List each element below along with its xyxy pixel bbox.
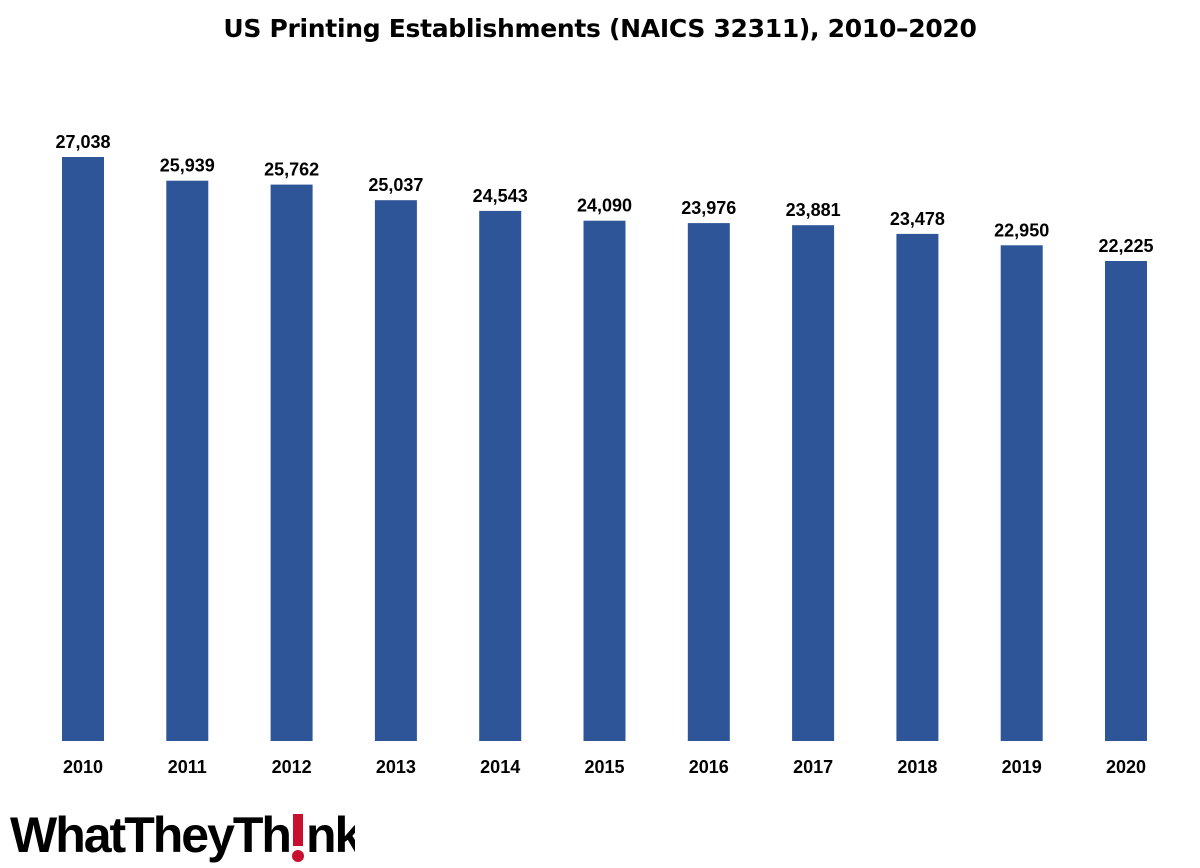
x-tick-label-2012: 2012 (272, 757, 312, 777)
value-label-2010: 27,038 (55, 132, 110, 152)
bar-2016 (687, 223, 730, 742)
x-axis-ticks: 2010 2011 2012 2013 2014 2015 2016 2017 2018 2019… (63, 757, 1146, 777)
x-tick-label-2016: 2016 (689, 757, 729, 777)
x-tick-label-2014: 2014 (480, 757, 520, 777)
value-label-2012: 25,762 (264, 160, 319, 180)
value-label-2017: 23,881 (786, 200, 841, 220)
value-label-2016: 23,976 (681, 198, 736, 218)
x-tick-label-2013: 2013 (376, 757, 416, 777)
x-tick-label-2018: 2018 (897, 757, 937, 777)
bar-2019 (1000, 245, 1043, 742)
x-tick-label-2015: 2015 (584, 757, 624, 777)
value-label-2013: 25,037 (368, 175, 423, 195)
x-tick-label-2010: 2010 (63, 757, 103, 777)
bar-2010 (62, 157, 104, 741)
value-label-2018: 23,478 (890, 209, 945, 229)
x-tick-label-2017: 2017 (793, 757, 833, 777)
logo-wordmark: WhatTheyTh nk (10, 807, 355, 863)
value-label-2019: 22,950 (994, 220, 1049, 240)
bar-chart: 27,038 25,939 25,762 25,037 24,543 24,090 23,9… (55, 132, 1153, 777)
whattheythink-logo: WhatTheyTh nk (10, 800, 355, 866)
bar-2011 (166, 180, 209, 741)
value-label-2011: 25,939 (160, 156, 215, 176)
bar-2020 (1105, 261, 1147, 741)
svg-text:WhatTheyTh: WhatTheyTh (10, 807, 290, 863)
bar-2014 (479, 210, 522, 741)
x-tick-label-2020: 2020 (1106, 757, 1146, 777)
bar-2015 (583, 220, 626, 741)
svg-text:nk: nk (306, 807, 355, 863)
bar-2017 (792, 225, 835, 741)
value-label-2020: 22,225 (1098, 236, 1153, 256)
value-label-2015: 24,090 (577, 196, 632, 216)
bars-group (62, 157, 1147, 742)
x-tick-label-2011: 2011 (168, 757, 207, 777)
chart-title: US Printing Establishments (NAICS 32311)… (223, 14, 977, 43)
bar-2018 (896, 233, 939, 741)
bar-2012 (270, 184, 313, 742)
exclamation-mark-icon (292, 814, 304, 862)
bar-2013 (374, 200, 417, 741)
value-label-2014: 24,543 (473, 186, 528, 206)
x-tick-label-2019: 2019 (1002, 757, 1042, 777)
value-labels-group: 27,038 25,939 25,762 25,037 24,543 24,090 23,9… (55, 132, 1153, 256)
